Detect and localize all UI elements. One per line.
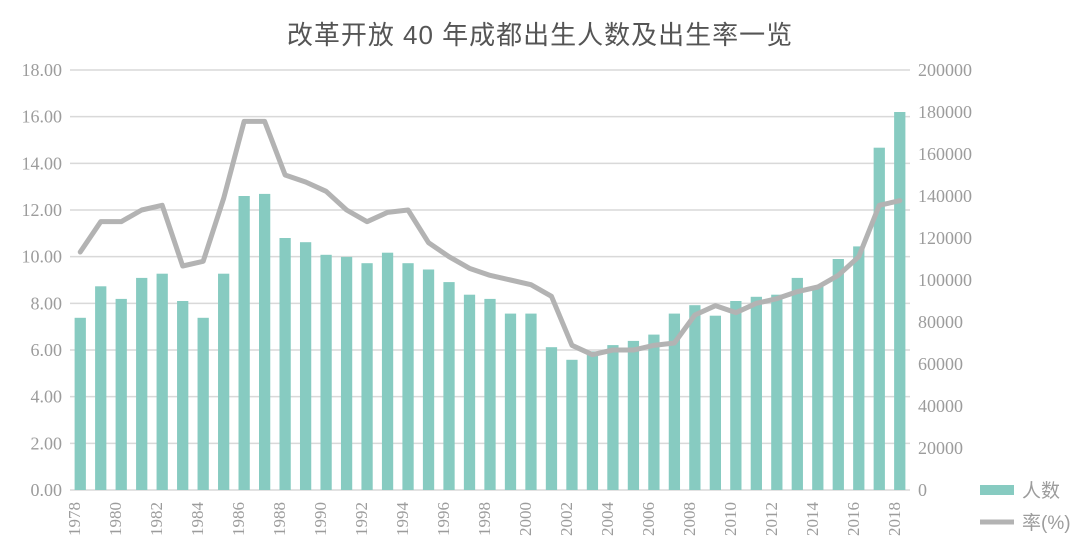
x-tick: 2014: [803, 502, 822, 537]
x-tick: 2002: [557, 502, 576, 536]
bar: [812, 286, 823, 490]
bar: [157, 274, 168, 490]
x-tick: 1996: [434, 502, 453, 536]
y-right-tick: 200000: [918, 60, 972, 80]
bar: [751, 297, 762, 490]
x-tick: 2012: [762, 502, 781, 536]
y-right-tick: 60000: [918, 354, 963, 374]
y-left-tick: 2.00: [31, 433, 63, 453]
x-tick: 1988: [270, 502, 289, 536]
chart-svg: 0.00 2.00 4.00 6.00 8.00 10.00 12.00 14.00 16.00…: [0, 0, 1080, 555]
y-right-tick: 100000: [918, 270, 972, 290]
legend-label: 率(%): [1022, 512, 1071, 534]
bar: [136, 278, 147, 490]
y-left-tick: 12.00: [22, 200, 63, 220]
y-left-tick: 14.00: [22, 153, 63, 173]
x-tick: 1990: [311, 502, 330, 536]
y-right-tick: 80000: [918, 312, 963, 332]
x-tick: 2008: [680, 502, 699, 536]
bar: [341, 257, 352, 490]
bar: [566, 360, 577, 490]
bar: [484, 299, 495, 490]
bar: [894, 112, 905, 490]
y-right-tick: 20000: [918, 438, 963, 458]
bar: [443, 282, 454, 490]
chart-title: 改革开放 40 年成都出生人数及出生率一览: [0, 15, 1080, 52]
y-right-tick: 0: [918, 480, 927, 500]
y-left-tick: 0.00: [31, 480, 63, 500]
bar: [95, 286, 106, 490]
bar: [116, 299, 127, 490]
bar: [464, 295, 475, 490]
x-tick: 1978: [65, 502, 84, 536]
bar: [198, 318, 209, 490]
legend-swatch-bar: [980, 485, 1014, 495]
y-left-tick: 4.00: [31, 387, 63, 407]
bar: [218, 274, 229, 490]
bar: [382, 253, 393, 490]
y-right-tick: 120000: [918, 228, 972, 248]
y-left-tick: 6.00: [31, 340, 63, 360]
bar: [874, 148, 885, 490]
bar: [730, 301, 741, 490]
bar: [771, 295, 782, 490]
bar: [689, 305, 700, 490]
y-left-tick: 16.00: [22, 107, 63, 127]
bar: [628, 341, 639, 490]
chart-container: 改革开放 40 年成都出生人数及出生率一览 0.00 2.00 4.00 6.00 8.…: [0, 0, 1080, 555]
bar: [423, 270, 434, 491]
x-tick: 1994: [393, 502, 412, 537]
bar: [402, 263, 413, 490]
y-left-tick: 10.00: [22, 247, 63, 267]
bar: [648, 335, 659, 490]
bar: [525, 314, 536, 490]
bar: [75, 318, 86, 490]
bar: [792, 278, 803, 490]
bar: [279, 238, 290, 490]
x-tick: 2016: [844, 502, 863, 536]
x-tick: 1998: [475, 502, 494, 536]
x-tick: 1980: [106, 502, 125, 536]
bar: [320, 255, 331, 490]
bar: [259, 194, 270, 490]
x-tick: 2000: [516, 502, 535, 536]
bar: [361, 263, 372, 490]
y-right-tick: 140000: [918, 186, 972, 206]
bar: [239, 196, 250, 490]
x-tick: 2018: [885, 502, 904, 536]
bar: [587, 351, 598, 490]
bar: [607, 345, 618, 490]
y-right-tick: 40000: [918, 396, 963, 416]
x-tick: 1982: [147, 502, 166, 536]
x-tick: 2010: [721, 502, 740, 536]
x-tick: 1986: [229, 502, 248, 536]
bar: [546, 347, 557, 490]
bar: [853, 246, 864, 490]
bar: [833, 259, 844, 490]
bar: [177, 301, 188, 490]
bar: [505, 314, 516, 490]
x-tick: 2004: [598, 502, 617, 537]
bar: [300, 242, 311, 490]
y-right-tick: 180000: [918, 102, 972, 122]
y-left-tick: 18.00: [22, 60, 63, 80]
x-tick: 1984: [188, 502, 207, 537]
bar: [710, 316, 721, 490]
x-tick: 1992: [352, 502, 371, 536]
y-right-tick: 160000: [918, 144, 972, 164]
y-left-tick: 8.00: [31, 293, 63, 313]
legend-label: 人数: [1022, 480, 1060, 502]
x-tick: 2006: [639, 502, 658, 536]
